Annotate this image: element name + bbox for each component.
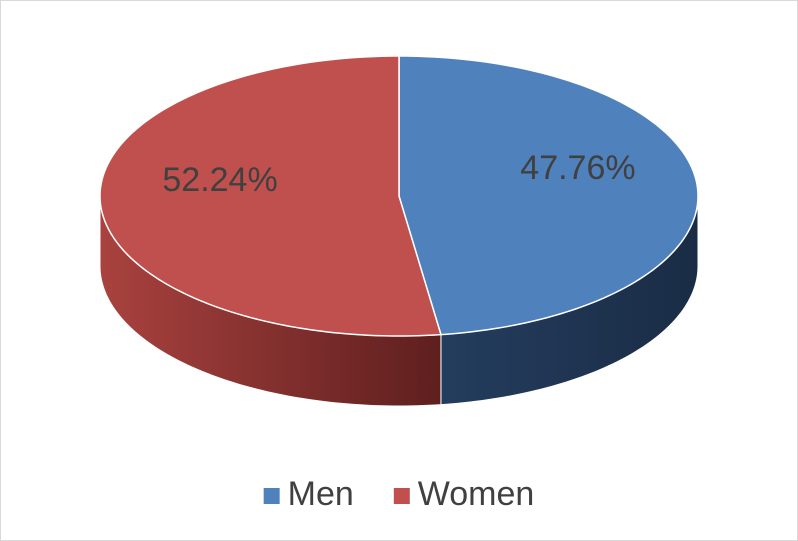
legend-label: Women [418,475,535,513]
data-label: 52.24% [162,161,277,199]
slice [398,55,699,336]
slice [99,55,442,337]
data-label: 47.76% [520,149,635,187]
legend-swatch [263,488,280,504]
legend-label: Men [288,475,354,513]
legend-swatch [393,488,410,504]
